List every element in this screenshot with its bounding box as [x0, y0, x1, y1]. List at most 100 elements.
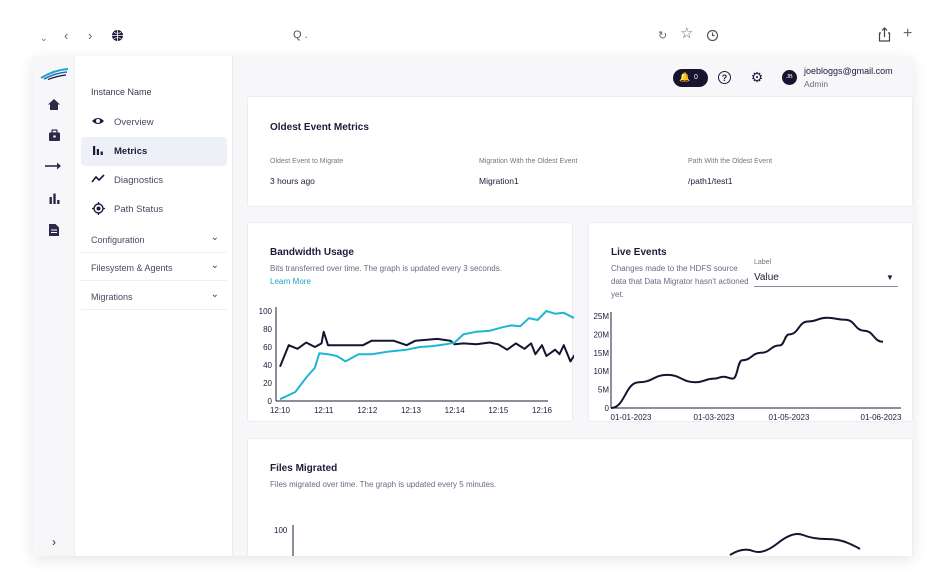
files-series-line [729, 533, 861, 556]
learn-more-link[interactable]: Learn More [270, 277, 311, 286]
expand-chevron-icon[interactable]: › [52, 535, 56, 549]
icon-rail: › [33, 56, 75, 556]
y-tick-label: 0 [268, 397, 273, 406]
user-role: Admin [804, 79, 829, 89]
sidebar-group-label: Migrations [91, 292, 133, 302]
bar-chart-icon[interactable] [46, 192, 62, 208]
star-icon[interactable]: ☆ [680, 25, 694, 42]
select-value[interactable]: Value [754, 272, 779, 283]
live-events-chart: 0 5M 10M 15M 20M 25M 01-01-2023 01-03-2023 01-05… [593, 312, 902, 422]
address-bar[interactable]: Q . [293, 27, 763, 47]
y-tick-label: 100 [274, 526, 288, 535]
sidebar-item-path-status[interactable]: Path Status [81, 195, 227, 224]
avatar[interactable]: JB [782, 70, 797, 85]
live-events-card: Live Events Changes made to the HDFS sou… [588, 222, 913, 422]
card-title: Bandwidth Usage [270, 247, 354, 258]
y-tick-label: 80 [263, 325, 272, 334]
x-tick-label: 12:16 [532, 406, 553, 415]
bandwidth-card: Bandwidth Usage Bits transferred over ti… [247, 222, 574, 422]
series-line [279, 310, 574, 401]
document-icon[interactable] [46, 223, 62, 239]
help-icon[interactable]: ? [718, 71, 731, 84]
x-tick-label: 12:14 [445, 406, 466, 415]
y-tick-label: 25M [593, 312, 609, 321]
card-subtitle: Bits transferred over time. The graph is… [270, 262, 520, 288]
notifications-button[interactable]: 🔔 0 [673, 69, 708, 87]
card-subtitle: Changes made to the HDFS source data tha… [611, 264, 749, 299]
bar-chart-icon [91, 144, 105, 158]
y-tick-label: 20M [593, 330, 609, 339]
bell-icon: 🔔 [679, 72, 691, 82]
metric-value: /path1/test1 [688, 176, 733, 186]
card-title: Live Events [611, 247, 667, 258]
series-line [279, 330, 574, 368]
x-tick-label: 01-05-2023 [769, 413, 810, 422]
y-tick-label: 5M [598, 386, 609, 395]
target-icon [91, 202, 105, 216]
chevron-down-icon: ⌄ [210, 260, 219, 271]
sidebar-group-configuration[interactable]: Configuration ⌄ [81, 225, 227, 253]
card-title: Files Migrated [270, 463, 338, 474]
chevron-down-icon[interactable]: ⌄ [40, 33, 48, 43]
x-tick-label: 12:15 [488, 406, 509, 415]
y-tick-label: 60 [263, 343, 272, 352]
x-tick-label: 01-03-2023 [694, 413, 735, 422]
series-line [610, 316, 884, 409]
y-tick-label: 40 [263, 361, 272, 370]
eye-icon [91, 115, 105, 129]
metric-value: 3 hours ago [270, 176, 315, 186]
reload-icon[interactable]: ↻ [658, 30, 668, 42]
sidebar-item-label: Path Status [114, 204, 164, 215]
x-tick-label: 01-01-2023 [611, 413, 652, 422]
y-tick-label: 15M [593, 349, 609, 358]
metric-label: Migration With the Oldest Event [479, 158, 578, 165]
chevron-down-icon: ⌄ [210, 289, 219, 300]
briefcase-icon[interactable] [46, 129, 62, 145]
oldest-event-card: Oldest Event Metrics Oldest Event to Mig… [247, 96, 913, 207]
metric-label: Path With the Oldest Event [688, 158, 773, 165]
sidebar-item-overview[interactable]: Overview [81, 108, 227, 137]
share-icon[interactable] [878, 27, 891, 46]
sidebar-group-label: Filesystem & Agents [91, 263, 173, 273]
trend-line-icon [91, 173, 105, 187]
x-tick-label: 12:10 [270, 406, 291, 415]
gear-icon[interactable]: ⚙ [750, 69, 764, 85]
y-tick-label: 10M [593, 367, 609, 376]
back-arrow-icon[interactable]: ‹ [64, 28, 69, 43]
x-tick-label: 12:13 [401, 406, 422, 415]
main-content: 🔔 0 ? ⚙ JB joebloggs@gmail.com Admin Old… [233, 56, 913, 556]
sidebar-item-label: Diagnostics [114, 175, 164, 186]
notification-count: 0 [694, 74, 698, 81]
caret-down-icon[interactable]: ▼ [886, 273, 894, 282]
instance-name: Instance Name [91, 87, 152, 97]
sidebar-item-metrics[interactable]: Metrics [81, 137, 227, 166]
migration-arrow-icon[interactable] [42, 160, 66, 176]
sidebar-group-filesystem-agents[interactable]: Filesystem & Agents ⌄ [81, 253, 227, 281]
bandwidth-chart: 0 20 40 60 80 100 12:10 12:11 12:12 12:13 12:14 12:… [259, 307, 574, 415]
sidebar-group-migrations[interactable]: Migrations ⌄ [81, 282, 227, 310]
logo-icon [39, 68, 69, 84]
clock-icon[interactable] [706, 29, 719, 46]
files-migrated-card: Files Migrated Files migrated over time.… [247, 438, 913, 556]
y-tick-label: 20 [263, 379, 272, 388]
sidebar-item-diagnostics[interactable]: Diagnostics [81, 166, 227, 195]
subtitle-text: Bits transferred over time. The graph is… [270, 264, 502, 273]
sidebar: Instance Name Overview Metrics Diagnosti… [75, 56, 233, 556]
globe-icon[interactable] [111, 29, 124, 46]
card-subtitle: Files migrated over time. The graph is u… [270, 480, 497, 489]
sidebar-item-label: Metrics [114, 146, 148, 157]
sidebar-group-label: Configuration [91, 235, 145, 245]
header-actions: 🔔 0 ? ⚙ JB joebloggs@gmail.com Admin [673, 66, 913, 96]
home-icon[interactable] [46, 98, 62, 114]
user-email: joebloggs@gmail.com [804, 66, 893, 76]
metric-label: Oldest Event to Migrate [270, 158, 344, 165]
files-migrated-chart: 100 [274, 525, 861, 556]
chevron-down-icon: ⌄ [210, 232, 219, 243]
browser-toolbar: ⌄ ‹ › Q . ↻ ☆ + [28, 18, 924, 56]
address-text: Q . [293, 29, 308, 41]
select-label: Label [754, 259, 772, 266]
migration-link[interactable]: Migration1 [479, 176, 519, 186]
forward-arrow-icon[interactable]: › [88, 28, 93, 43]
new-tab-icon[interactable]: + [903, 25, 913, 42]
sidebar-item-label: Overview [114, 117, 154, 128]
